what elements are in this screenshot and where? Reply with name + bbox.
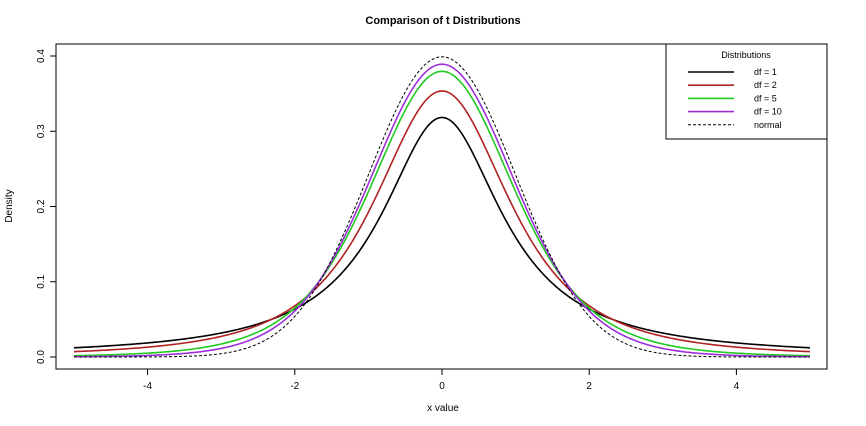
legend: Distributions df = 1 df = 2 df = 5 df = 10 n… [665,43,828,140]
series-line-normal [74,56,810,358]
legend-entry-label: df = 10 [754,107,782,117]
y-tick-label: 0.3 [36,124,47,138]
curves-group [73,56,811,358]
y-tick-label: 0.4 [36,49,47,63]
legend-entry-label: df = 1 [754,67,777,77]
series-line-df-1 [73,116,811,349]
legend-entry-label: df = 2 [754,80,777,90]
x-tick-label: -2 [290,381,299,392]
x-tick-label: 4 [734,381,740,392]
legend-title: Distributions [721,50,771,60]
series-line-df-5 [73,70,811,357]
y-tick-label: 0.1 [36,274,47,288]
x-axis: -4 -2 0 2 4 [143,368,740,392]
y-axis: 0.0 0.1 0.2 0.3 0.4 [36,49,57,364]
legend-entry-label: normal [754,120,782,130]
x-axis-label: x value [427,403,459,414]
y-axis-label: Density [4,189,15,222]
series-line-df-10 [73,63,811,358]
y-tick-label: 0.0 [36,350,47,364]
legend-entry-label: df = 5 [754,93,777,103]
y-tick-label: 0.2 [36,199,47,213]
x-tick-label: 0 [439,381,445,392]
series-line-df-2 [73,90,811,353]
legend-box [665,43,828,140]
x-tick-label: 2 [586,381,592,392]
x-tick-label: -4 [143,381,152,392]
chart-title: Comparison of t Distributions [365,15,520,27]
